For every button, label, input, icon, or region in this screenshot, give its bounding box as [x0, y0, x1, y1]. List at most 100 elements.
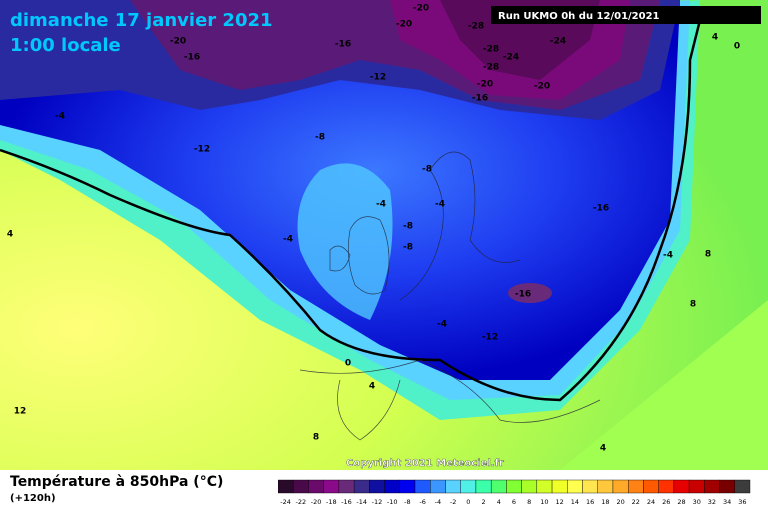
contour-label: -8 [403, 243, 413, 253]
contour-label: -24 [550, 37, 566, 47]
colorbar-label: 8 [527, 498, 531, 506]
contour-label: 4 [712, 33, 718, 43]
colorbar-label: -8 [404, 498, 410, 506]
colorbar-label: 22 [632, 498, 640, 506]
copyright: Copyright 2021 Meteociel.fr [346, 458, 504, 469]
colorbar-swatch [490, 479, 507, 494]
colorbar-swatch [308, 479, 324, 494]
colorbar-swatch [612, 479, 629, 494]
cold-pocket [508, 283, 552, 303]
colorbar-label: 2 [481, 498, 485, 506]
colorbar-label: 12 [556, 498, 564, 506]
colorbar-swatch [323, 479, 340, 494]
colorbar-swatch [399, 479, 416, 494]
colorbar-swatch [338, 479, 355, 494]
contour-label: -16 [472, 94, 488, 104]
contour-label: -4 [376, 200, 386, 210]
colorbar-swatch [567, 479, 583, 494]
colorbar-label: 36 [738, 498, 746, 506]
colorbar-swatch [643, 479, 659, 494]
colorbar-swatch [582, 479, 598, 494]
colorbar-swatch [506, 479, 522, 494]
colorbar-swatch [734, 479, 751, 494]
colorbar-swatch [475, 479, 492, 494]
colorbar-label: 0 [466, 498, 470, 506]
contour-label: -20 [396, 20, 412, 30]
contour-label: -8 [422, 165, 432, 175]
colorbar-swatch [445, 479, 461, 494]
colorbar-label: -24 [280, 498, 291, 506]
colorbar-swatch [688, 479, 705, 494]
contour-label: 4 [600, 444, 606, 454]
contour-label: -4 [55, 112, 65, 122]
colorbar-label: -16 [341, 498, 352, 506]
contour-label: -16 [335, 40, 351, 50]
colorbar-swatch [536, 479, 553, 494]
contour-label: -16 [184, 53, 200, 63]
colorbar-label: 4 [497, 498, 501, 506]
contour-label: -20 [534, 82, 550, 92]
colorbar-label: 30 [693, 498, 701, 506]
colorbar-swatch [460, 479, 477, 494]
contour-label: -16 [593, 204, 609, 214]
colorbar-swatch [430, 479, 446, 494]
run-label: Run UKMO 0h du 12/01/2021 [498, 11, 660, 22]
colorbar-swatch [704, 479, 720, 494]
contour-label: -20 [170, 37, 186, 47]
colorbar-label: -22 [296, 498, 307, 506]
colorbar-swatch [414, 479, 431, 494]
contour-label: -16 [515, 290, 531, 300]
contour-labels: -20-16-16-12-20-20-28-28-24-28-20-16-24-… [7, 4, 740, 454]
contour-label: -12 [194, 145, 210, 155]
colorbar-label: 6 [512, 498, 516, 506]
colorbar-swatch [551, 479, 568, 494]
contour-label: -24 [503, 53, 519, 63]
colorbar-swatch [384, 479, 401, 494]
cool-pocket [297, 163, 393, 320]
colorbar-swatch [521, 479, 538, 494]
contour-label: -20 [413, 4, 429, 14]
contour-label: -12 [482, 333, 498, 343]
colorbar-swatch [673, 479, 690, 494]
contour-label: 8 [705, 250, 711, 260]
colorbar-label: 32 [708, 498, 716, 506]
colorbar-label: 16 [586, 498, 594, 506]
contour-label: -28 [468, 22, 484, 32]
colorbar-label: -6 [419, 498, 425, 506]
contour-label: -4 [283, 235, 293, 245]
contour-label: -4 [437, 320, 447, 330]
time-label: 1:00 locale [10, 35, 121, 56]
contour-label: -8 [315, 133, 325, 143]
warm-field [560, 300, 768, 470]
lead-time: (+120h) [10, 493, 56, 504]
contour-label: 4 [369, 382, 375, 392]
colorbar-swatch [627, 479, 644, 494]
temperature-map: -20-16-16-12-20-20-28-28-24-28-20-16-24-… [0, 0, 768, 470]
contour-label: -28 [483, 63, 499, 73]
colorbar: -24 -22 -20 -18 -16 -14 -12 -10 -8 -6 -4 -2 0 2 4 6 8 10 1… [278, 479, 751, 506]
contour-label: 12 [14, 407, 27, 417]
colorbar-label: -4 [435, 498, 441, 506]
colorbar-swatch [719, 479, 735, 494]
colorbar-swatch [278, 479, 294, 494]
colorbar-label: -12 [372, 498, 383, 506]
colorbar-label: -2 [450, 498, 456, 506]
colorbar-label: 10 [540, 498, 548, 506]
contour-label: -28 [483, 45, 499, 55]
contour-label: -4 [663, 251, 673, 261]
contour-label: 4 [7, 230, 13, 240]
colorbar-label: 20 [616, 498, 624, 506]
colorbar-swatch [597, 479, 614, 494]
run-box [491, 6, 761, 24]
contour-label: -12 [370, 73, 386, 83]
contour-label: 8 [313, 433, 319, 443]
zero-isotherm [0, 19, 702, 402]
colorbar-label: -10 [387, 498, 398, 506]
colorbar-swatch [369, 479, 385, 494]
contour-label: 8 [690, 300, 696, 310]
colorbar-swatch [353, 479, 370, 494]
colorbar-label: 24 [647, 498, 655, 506]
contour-label: 0 [734, 42, 740, 52]
colorbar-label: 34 [723, 498, 731, 506]
